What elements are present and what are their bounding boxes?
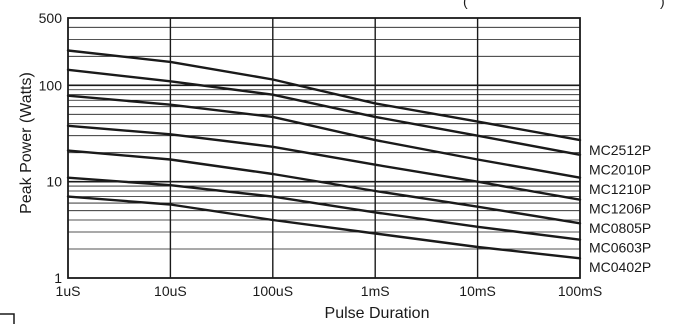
series-label-mc0402p: MC0402P bbox=[589, 259, 651, 275]
header-fragment: ( bbox=[463, 0, 468, 9]
x-tick-label: 100uS bbox=[253, 283, 293, 299]
header-fragment-right: ) bbox=[660, 0, 665, 9]
y-tick-label: 1 bbox=[54, 270, 62, 286]
x-axis-title: Pulse Duration bbox=[325, 305, 430, 322]
x-tick-label: 1mS bbox=[361, 283, 390, 299]
series-label-mc0603p: MC0603P bbox=[589, 240, 651, 256]
series-label-mc1206p: MC1206P bbox=[589, 201, 651, 217]
series-line-mc1210p bbox=[66, 94, 582, 179]
series-label-mc0805p: MC0805P bbox=[589, 220, 651, 236]
plot-border bbox=[67, 17, 581, 279]
axes: MC2512P MC2010P MC1210P MC1206P MC0805P MC060… bbox=[39, 10, 652, 299]
y-tick-label: 500 bbox=[39, 10, 63, 26]
series-label-mc1210p: MC1210P bbox=[589, 181, 651, 197]
series-line-mc2010p bbox=[66, 68, 582, 157]
y-tick-label: 100 bbox=[39, 77, 63, 93]
series-label-mc2010p: MC2010P bbox=[589, 162, 651, 178]
x-tick-label: 10uS bbox=[154, 283, 187, 299]
grid bbox=[68, 18, 580, 278]
series-lines bbox=[66, 49, 582, 260]
series-line-mc1206p bbox=[66, 124, 582, 201]
series-line-mc0402p bbox=[66, 195, 582, 260]
y-axis-title: Peak Power (Watts) bbox=[18, 72, 35, 214]
series-line-mc2512p bbox=[66, 49, 582, 142]
series-line-mc0805p bbox=[66, 149, 582, 225]
x-tick-label: 1uS bbox=[56, 283, 81, 299]
corner-bracket-mark bbox=[0, 313, 15, 324]
plot-frame bbox=[67, 17, 581, 279]
y-tick-label: 10 bbox=[46, 174, 62, 190]
series-label-mc2512p: MC2512P bbox=[589, 142, 651, 158]
x-tick-label: 100mS bbox=[558, 283, 602, 299]
series-line-mc0603p bbox=[66, 176, 582, 241]
x-tick-label: 10mS bbox=[459, 283, 496, 299]
